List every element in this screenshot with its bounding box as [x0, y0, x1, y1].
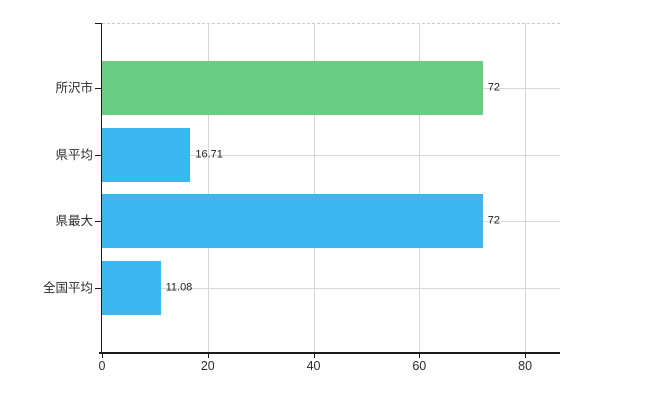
- x-tick-label: 60: [412, 359, 427, 373]
- horizontal-gridline: [102, 288, 560, 289]
- bar-value-label: 11.08: [165, 281, 193, 294]
- x-axis-tick: [419, 353, 421, 358]
- bar-value-label: 16.71: [195, 148, 223, 161]
- category-label: 所沢市: [55, 80, 93, 95]
- x-tick-label: 40: [306, 359, 321, 373]
- horizontal-gridline: [102, 155, 560, 156]
- y-axis-tick: [95, 88, 101, 89]
- y-axis-tick: [95, 155, 101, 156]
- vertical-gridline: [313, 23, 315, 353]
- bar[interactable]: [102, 61, 483, 115]
- x-tick-label: 20: [200, 359, 215, 373]
- y-axis-tick: [95, 288, 101, 289]
- bar[interactable]: [102, 261, 161, 315]
- category-label: 全国平均: [42, 280, 93, 295]
- vertical-gridline: [525, 23, 527, 353]
- x-axis-line: [99, 352, 560, 354]
- x-axis-tick: [207, 353, 209, 358]
- bar[interactable]: [102, 194, 483, 248]
- bar-value-label: 72: [487, 214, 501, 227]
- vertical-gridline: [207, 23, 209, 353]
- x-axis-tick: [102, 353, 103, 358]
- vertical-gridline: [419, 23, 421, 353]
- plot-top-border: [102, 23, 560, 24]
- x-axis-tick: [525, 353, 527, 358]
- x-tick-label: 0: [98, 359, 106, 373]
- y-axis-line: [100, 23, 102, 353]
- bar[interactable]: [102, 128, 191, 182]
- x-axis-tick: [313, 353, 315, 358]
- y-axis-tick: [95, 221, 101, 222]
- bar-value-label: 72: [487, 81, 501, 94]
- category-label: 県平均: [55, 147, 93, 162]
- x-tick-label: 80: [518, 359, 533, 373]
- category-label: 県最大: [55, 213, 93, 228]
- y-axis-tick: [95, 23, 101, 24]
